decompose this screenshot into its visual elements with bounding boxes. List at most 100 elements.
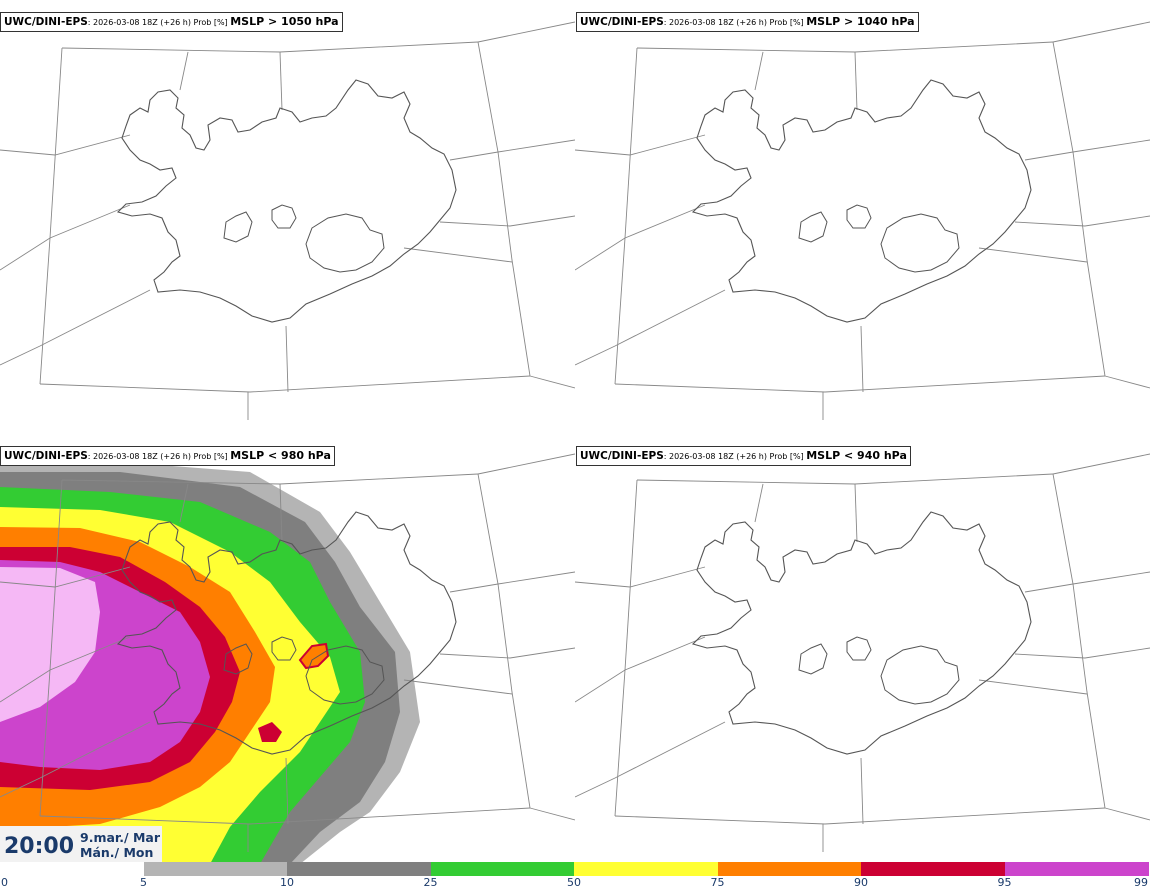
glacier-outline	[305, 213, 385, 273]
graticule-line	[614, 807, 1106, 825]
graticule-line	[0, 721, 151, 798]
graticule-line	[285, 757, 289, 825]
iceland-coastline	[116, 79, 457, 323]
map	[575, 453, 1150, 852]
graticule-line	[614, 47, 638, 385]
colorbar-tick-label: 0	[1, 876, 8, 889]
graticule-line	[614, 479, 638, 817]
map	[575, 21, 1150, 420]
valid-time-box: 20:00 9.mar./ Mar Mán./ Mon	[0, 826, 162, 862]
graticule-line	[0, 289, 151, 366]
graticule-line	[285, 325, 289, 393]
panel-title: UWC/DINI-EPS: 2026-03-08 18Z (+26 h) Pro…	[576, 12, 919, 32]
graticule-line	[1052, 41, 1106, 377]
colorbar-segment	[574, 862, 718, 876]
graticule-line	[529, 375, 575, 389]
colorbar-tick-label: 99	[1134, 876, 1148, 889]
graticule-line	[575, 134, 706, 156]
graticule-line	[575, 289, 726, 366]
colorbar-tick-label: 75	[710, 876, 725, 889]
graticule-line	[39, 47, 63, 385]
graticule-line	[575, 636, 706, 703]
glacier-outline	[846, 636, 872, 661]
graticule-line	[1052, 473, 1106, 809]
graticule-line	[39, 375, 531, 393]
graticule-line	[477, 41, 531, 377]
graticule-line	[39, 807, 531, 825]
graticule-line	[0, 566, 131, 588]
map-panel-top-right: UWC/DINI-EPS: 2026-03-08 18Z (+26 h) Pro…	[575, 0, 1150, 432]
glacier-outline	[798, 211, 828, 243]
graticule-line	[978, 247, 1088, 263]
glacier-outline	[271, 204, 297, 229]
glacier-outline	[305, 645, 385, 705]
colorbar-tick-label: 10	[280, 876, 294, 889]
graticule-line	[179, 483, 189, 523]
map-panel-bottom-left: UWC/DINI-EPS: 2026-03-08 18Z (+26 h) Pro…	[0, 432, 575, 864]
map	[0, 453, 575, 864]
graticule-line	[854, 483, 858, 543]
glacier-outline	[271, 636, 297, 661]
glacier-outline	[798, 643, 828, 675]
graticule-line	[614, 375, 1106, 393]
iceland-coastline	[691, 511, 1032, 755]
graticule-line	[978, 679, 1088, 695]
graticule-line	[860, 757, 864, 825]
graticule-line	[529, 807, 575, 821]
map-panel-bottom-right: UWC/DINI-EPS: 2026-03-08 18Z (+26 h) Pro…	[575, 432, 1150, 864]
graticule-line	[179, 51, 189, 91]
graticule-line	[1014, 215, 1150, 227]
iceland-coastline	[116, 511, 457, 755]
glacier-outline	[880, 645, 960, 705]
colorbar-segment	[1004, 862, 1149, 876]
glacier-outline	[223, 643, 253, 675]
colorbar-segment	[287, 862, 431, 876]
colorbar-segment	[861, 862, 1005, 876]
graticule-line	[636, 473, 1054, 485]
map	[0, 21, 575, 420]
graticule-line	[449, 571, 575, 593]
probability-band-8	[0, 567, 100, 722]
graticule-line	[1014, 647, 1150, 659]
graticule-line	[575, 566, 706, 588]
panel-title: UWC/DINI-EPS: 2026-03-08 18Z (+26 h) Pro…	[0, 12, 343, 32]
graticule-line	[575, 204, 706, 271]
probability-colorbar: 0 5 10 25 50 75 90 95 99	[0, 862, 1150, 891]
graticule-line	[636, 41, 1054, 53]
colorbar-segment	[430, 862, 575, 876]
colorbar-tick-label: 95	[997, 876, 1012, 889]
colorbar-tick-label: 90	[854, 876, 868, 889]
colorbar-segment	[0, 862, 144, 876]
glacier-outline	[880, 213, 960, 273]
graticule-line	[575, 721, 726, 798]
graticule-line	[477, 453, 575, 475]
graticule-line	[0, 134, 131, 156]
valid-time: 20:00	[4, 834, 75, 859]
colorbar-tick-label: 50	[567, 876, 581, 889]
graticule-line	[0, 204, 131, 271]
graticule-line	[279, 51, 283, 111]
probability-pocket	[298, 642, 330, 670]
colorbar-tick-label: 5	[140, 876, 147, 889]
graticule-line	[754, 483, 764, 523]
graticule-line	[403, 679, 513, 695]
graticule-line	[403, 247, 513, 263]
graticule-line	[1024, 139, 1150, 161]
graticule-line	[449, 139, 575, 161]
colorbar-segment	[143, 862, 288, 876]
colorbar-tick-label: 25	[423, 876, 438, 889]
graticule-line	[61, 41, 479, 53]
graticule-line	[1104, 807, 1150, 821]
glacier-outline	[846, 204, 872, 229]
graticule-line	[854, 51, 858, 111]
graticule-line	[1024, 571, 1150, 593]
graticule-line	[860, 325, 864, 393]
map-panel-top-left: UWC/DINI-EPS: 2026-03-08 18Z (+26 h) Pro…	[0, 0, 575, 432]
probability-pocket	[258, 722, 282, 742]
colorbar-segment	[717, 862, 862, 876]
graticule-line	[439, 647, 575, 659]
graticule-line	[1052, 453, 1150, 475]
graticule-line	[439, 215, 575, 227]
glacier-outline	[223, 211, 253, 243]
iceland-coastline	[691, 79, 1032, 323]
